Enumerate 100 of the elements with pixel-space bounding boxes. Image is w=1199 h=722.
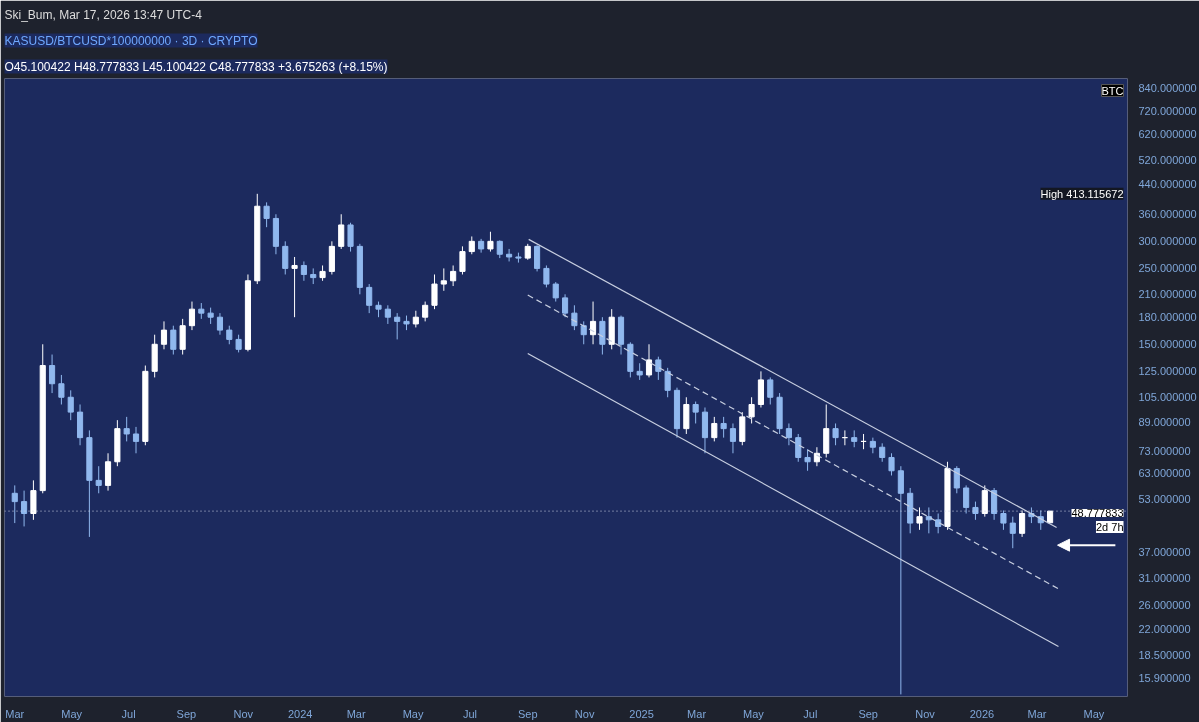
text: Ski_Bum, Mar 17, 2026 13:47 UTC-4 (4, 7, 203, 22)
y-tick-label: 300.000000 (1138, 235, 1197, 248)
candlestick (459, 245, 466, 275)
y-tick-label: 520.000000 (1138, 153, 1197, 166)
candlestick (422, 301, 429, 322)
y-tick-label: 105.000000 (1138, 391, 1197, 404)
candlestick (562, 293, 569, 318)
x-tick-label: Nov (233, 707, 254, 720)
candlestick (179, 318, 186, 356)
chart-title: KASUSD/BTCUSD*100000000 · 3D · CRYPTO (4, 33, 258, 48)
y-tick-label: 89.000000 (1138, 415, 1191, 428)
x-tick-label: Mar (1027, 707, 1047, 720)
candlestick (655, 356, 662, 381)
candlestick (347, 222, 354, 253)
candlestick (1000, 509, 1007, 531)
x-tick-label: May (743, 707, 765, 720)
candlestick (21, 490, 28, 527)
x-tick-label: Jul (462, 707, 477, 720)
candlestick (935, 513, 942, 534)
candlestick (589, 301, 597, 345)
candlestick (888, 452, 895, 476)
candlestick (440, 267, 447, 292)
candlestick (580, 320, 587, 345)
candlestick (785, 422, 792, 446)
candlestick (123, 416, 130, 442)
x-tick-label: Nov (915, 707, 936, 720)
candlestick (450, 264, 457, 287)
candlestick (692, 401, 699, 424)
y-tick-label: 180.000000 (1138, 311, 1197, 324)
candlestick (571, 304, 578, 331)
x-tick-label: Sep (176, 707, 197, 720)
x-tick-label: Sep (517, 707, 538, 720)
candlestick (49, 354, 56, 394)
candlestick (729, 422, 737, 454)
candlestick (226, 325, 233, 345)
candlestick (1019, 509, 1026, 538)
x-tick-label: May (402, 707, 424, 720)
x-tick-label: 2025 (629, 707, 654, 720)
candlestick (300, 260, 307, 282)
candlestick (263, 201, 270, 228)
y-tick-label: 37.000000 (1138, 546, 1191, 559)
candlestick (953, 465, 960, 494)
candlestick (711, 416, 718, 442)
x-tick-label: Jul (803, 707, 818, 720)
candlestick (599, 316, 606, 356)
x-tick-label: May (61, 707, 83, 720)
candlestick (897, 465, 904, 695)
candlestick (67, 389, 74, 421)
x-tick-label: 2024 (287, 707, 313, 720)
candlestick (431, 273, 438, 310)
candlestick (832, 422, 839, 446)
candlestick (487, 231, 494, 253)
candlestick (58, 374, 65, 405)
y-tick-label: 620.000000 (1138, 127, 1197, 140)
y-tick-label: 22.000000 (1138, 623, 1191, 636)
candlestick (282, 240, 289, 275)
candlestick (991, 487, 998, 521)
candlestick (972, 501, 979, 521)
candlestick (552, 281, 559, 303)
y-tick-label: 15.900000 (1138, 671, 1191, 684)
candlestick (795, 433, 802, 463)
candlestick (11, 484, 18, 524)
x-tick-label: May (1083, 707, 1105, 720)
x-tick-label: 2026 (969, 707, 995, 720)
candlestick (664, 367, 671, 398)
annotation: 2d 7h (1095, 521, 1124, 534)
candlestick (720, 416, 727, 439)
y-tick-label: 53.000000 (1138, 492, 1191, 505)
annotation: BTC (1101, 84, 1124, 97)
candlestick (338, 213, 345, 250)
candlestick (804, 448, 811, 472)
candlestick (95, 465, 102, 494)
x-tick-label: Nov (574, 707, 595, 720)
y-tick-label: 440.000000 (1138, 178, 1197, 191)
y-tick-label: 31.000000 (1138, 572, 1191, 585)
candlestick (216, 312, 224, 336)
y-tick-label: 150.000000 (1138, 338, 1197, 351)
y-tick-label: 360.000000 (1138, 208, 1197, 221)
y-tick-label: 720.000000 (1138, 105, 1197, 118)
y-tick-label: 210.000000 (1138, 288, 1197, 301)
chart-subtitle: O45.100422 H48.777833 L45.100422 C48.777833 +3.675263 (+8.15%) (4, 59, 388, 74)
y-tick-label: 125.000000 (1138, 365, 1197, 378)
y-tick-label: 250.000000 (1138, 262, 1197, 275)
candlestick (394, 312, 401, 340)
y-tick-label: 63.000000 (1138, 467, 1191, 480)
candlestick (170, 325, 177, 356)
candlestick (543, 264, 550, 288)
candlestick (384, 304, 391, 325)
candlestick (748, 396, 755, 424)
x-tick-label: Sep (858, 707, 878, 720)
candlestick (1009, 516, 1016, 549)
candlestick (291, 256, 298, 318)
y-tick-label: 18.500000 (1138, 649, 1191, 662)
y-tick-label: 26.000000 (1138, 598, 1191, 611)
candlestick (879, 442, 886, 463)
candlestick (188, 301, 196, 331)
x-tick-label: Jul (121, 707, 136, 720)
y-tick-label: 73.000000 (1138, 445, 1191, 458)
annotation: High 413.115672 (1040, 187, 1124, 200)
candlestick (963, 484, 970, 514)
